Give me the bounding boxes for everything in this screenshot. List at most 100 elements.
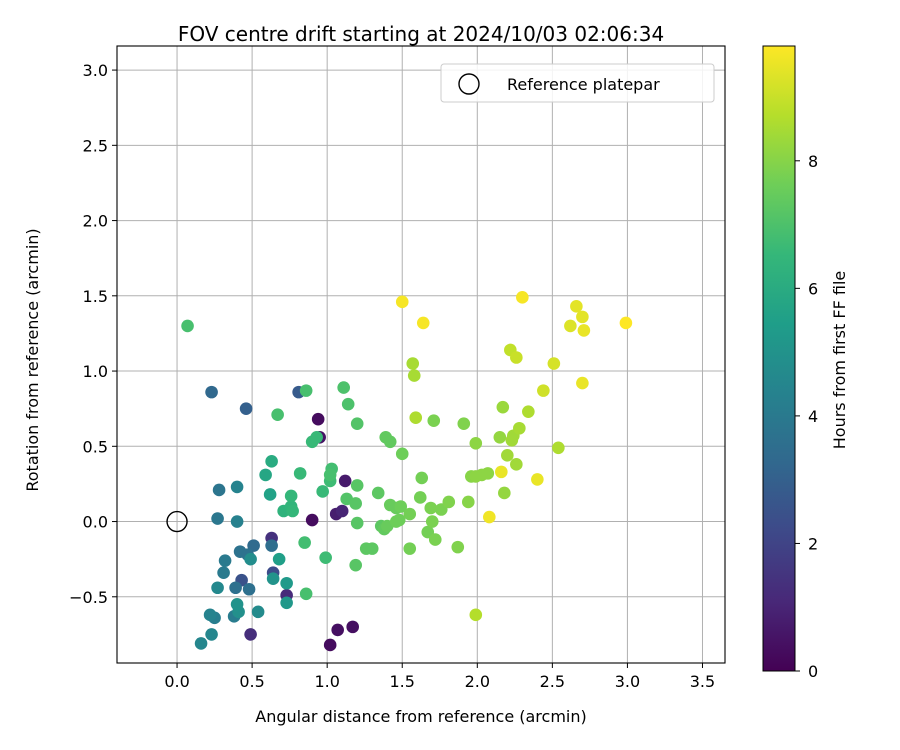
legend-label: Reference platepar — [507, 75, 660, 94]
colorbar-tick-label: 8 — [808, 152, 818, 171]
data-point — [577, 324, 591, 337]
data-point — [350, 516, 364, 530]
data-point — [323, 638, 337, 652]
data-point — [341, 397, 355, 411]
legend: Reference platepar — [440, 63, 715, 103]
data-point — [230, 598, 244, 611]
x-tick-label: 3.0 — [615, 672, 640, 691]
data-point — [510, 458, 523, 471]
data-point — [392, 513, 406, 527]
y-tick-label: 1.5 — [83, 287, 108, 306]
data-point — [409, 411, 423, 425]
data-point — [311, 412, 325, 426]
data-point — [564, 319, 577, 333]
data-point — [244, 552, 257, 566]
data-point — [346, 620, 359, 634]
data-point — [259, 468, 272, 482]
data-point — [293, 467, 307, 480]
data-point — [469, 608, 483, 622]
data-point — [349, 558, 362, 572]
data-point — [244, 628, 257, 641]
data-point — [284, 489, 298, 503]
data-point — [229, 581, 242, 595]
data-point — [483, 510, 496, 524]
data-point — [552, 441, 565, 455]
data-point — [299, 587, 313, 601]
colorbar-tick-label: 6 — [808, 279, 818, 298]
data-point — [403, 507, 417, 521]
data-point — [406, 357, 420, 370]
data-point — [349, 497, 362, 510]
data-point — [510, 351, 523, 364]
legend-marker-open-circle — [458, 73, 480, 95]
y-tick-label: 0.5 — [83, 437, 108, 456]
x-tick-label: 0.5 — [239, 672, 264, 691]
data-point — [469, 436, 483, 450]
plot-frame — [116, 45, 726, 664]
data-point — [493, 430, 507, 444]
legend-box — [440, 63, 715, 103]
reference-platepar-marker — [166, 510, 188, 533]
data-point — [239, 402, 253, 415]
data-point — [547, 357, 561, 370]
data-point — [442, 495, 456, 509]
data-point — [516, 291, 529, 304]
data-point — [576, 376, 589, 390]
data-point — [513, 421, 526, 435]
data-point — [350, 479, 364, 492]
data-point — [305, 513, 319, 527]
colorbar-label: Hours from first FF file — [830, 271, 849, 450]
data-point — [424, 501, 438, 515]
data-point — [570, 300, 583, 313]
data-point — [299, 384, 313, 397]
data-point — [395, 295, 409, 309]
data-point — [298, 536, 311, 549]
y-axis-ticks: −0.5 0.0 0.5 1.0 1.5 2.0 2.5 3.0 — [69, 61, 117, 607]
data-point — [335, 504, 349, 518]
x-tick-label: 1.0 — [314, 672, 339, 691]
y-tick-label: 2.5 — [83, 136, 108, 155]
data-point — [416, 316, 430, 330]
data-point — [495, 465, 508, 479]
data-point — [481, 467, 495, 480]
data-point — [280, 596, 293, 610]
data-point — [451, 540, 465, 554]
colorbar-tick-label: 2 — [808, 534, 818, 553]
data-point — [498, 486, 511, 500]
x-axis-label: Angular distance from reference (arcmin) — [255, 707, 586, 726]
x-tick-label: 0.0 — [164, 672, 189, 691]
colorbar: 0 2 4 6 8 Hours from first FF file — [762, 45, 849, 681]
chart-title: FOV centre drift starting at 2024/10/03 … — [178, 22, 664, 46]
data-point — [310, 430, 323, 444]
x-tick-label: 2.0 — [465, 672, 490, 691]
x-tick-label: 1.5 — [390, 672, 415, 691]
y-tick-label: 2.0 — [83, 212, 108, 231]
data-point — [247, 539, 260, 552]
data-point — [203, 608, 217, 622]
data-point — [205, 385, 218, 399]
data-point — [194, 637, 208, 650]
colorbar-tick-label: 0 — [808, 662, 818, 681]
x-axis-ticks: 0.0 0.5 1.0 1.5 2.0 2.5 3.0 3.5 — [164, 663, 715, 691]
data-point — [251, 605, 265, 619]
data-point — [427, 414, 441, 428]
data-point — [212, 483, 226, 497]
data-point — [428, 533, 442, 546]
data-point — [371, 486, 385, 500]
data-point — [211, 512, 224, 525]
data-point — [394, 500, 408, 513]
data-point — [461, 495, 475, 509]
y-tick-label: 0.0 — [83, 513, 108, 532]
data-point — [316, 485, 329, 498]
data-point — [280, 576, 293, 590]
data-point — [383, 435, 397, 449]
data-point — [272, 552, 286, 566]
data-point — [531, 473, 544, 486]
data-point — [323, 468, 337, 482]
data-point — [230, 515, 244, 528]
y-axis-label: Rotation from reference (arcmin) — [23, 228, 42, 491]
data-point — [266, 572, 280, 586]
data-point — [403, 542, 417, 555]
colorbar-ticks: 0 2 4 6 8 — [795, 152, 818, 681]
